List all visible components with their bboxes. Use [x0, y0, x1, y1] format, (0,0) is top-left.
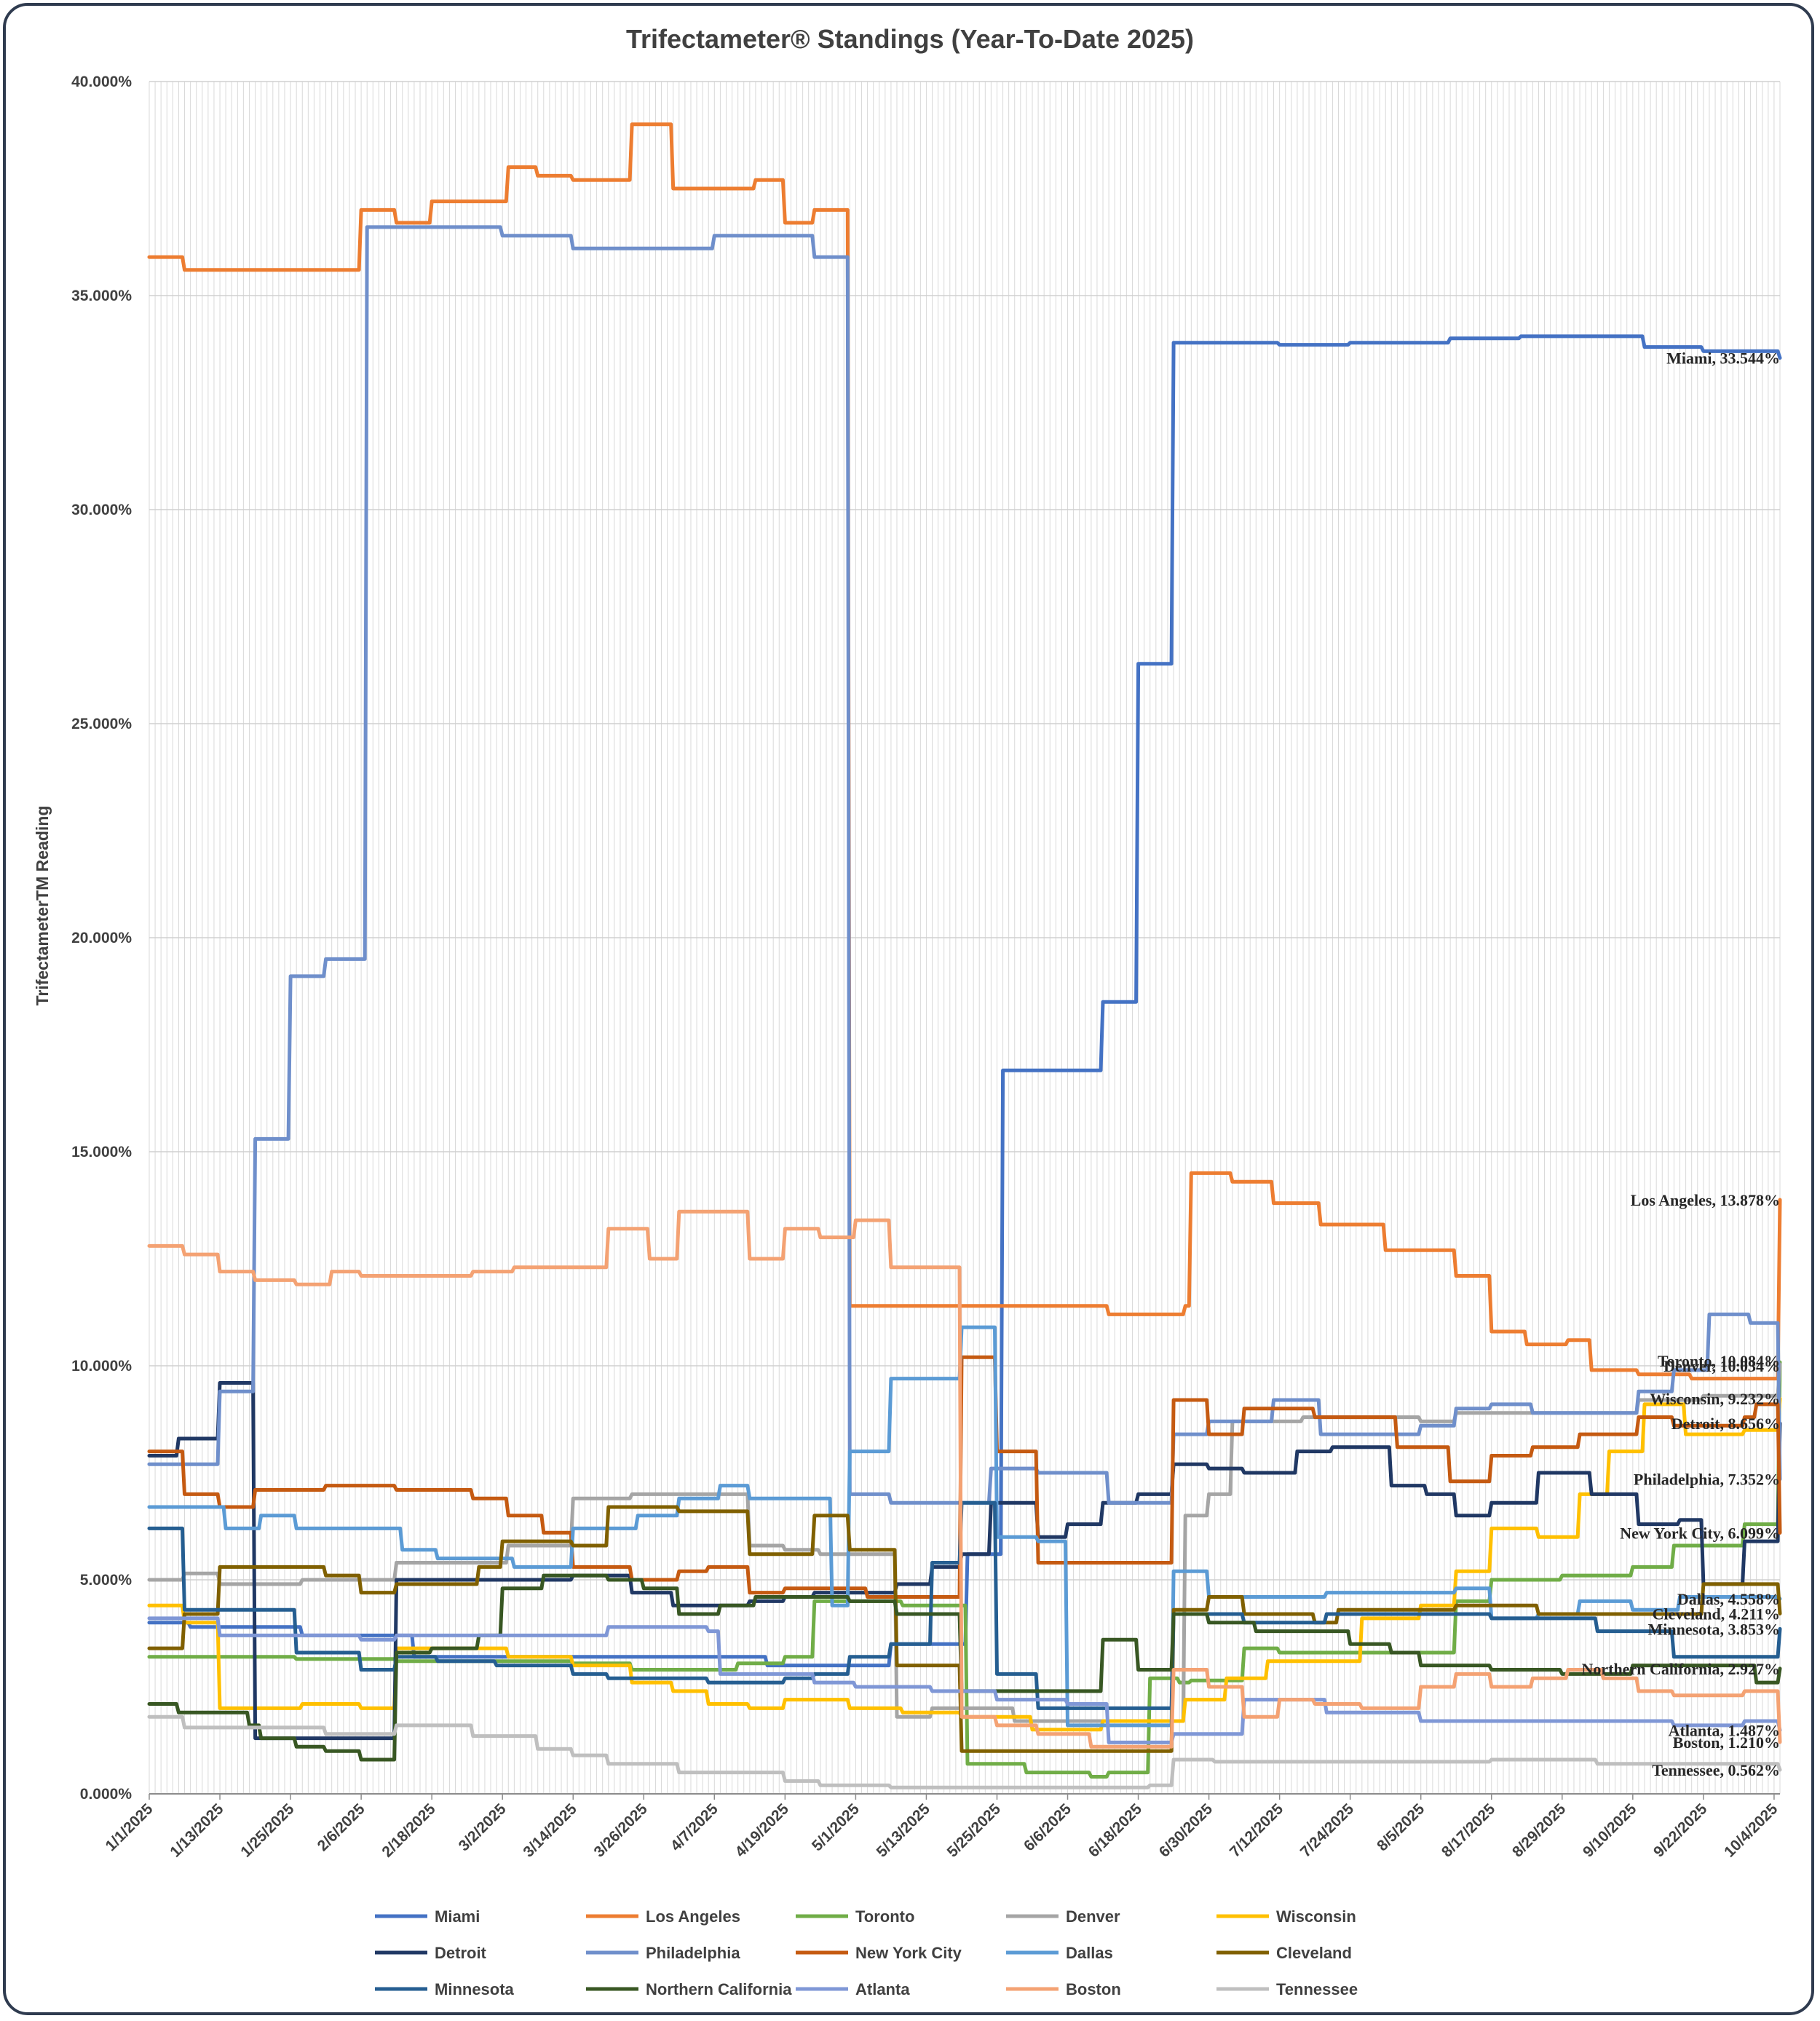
legend-label: Los Angeles	[646, 1907, 740, 1926]
series-line-atlanta	[147, 1616, 1782, 1744]
x-tick-label: 9/10/2025	[1580, 1800, 1640, 1861]
data-label-detroit: Detroit, 8.656%	[1671, 1415, 1780, 1433]
y-tick-label: 10.000%	[71, 1358, 132, 1375]
legend-label: Detroit	[435, 1944, 487, 1962]
x-tick-label: 5/1/2025	[809, 1800, 863, 1854]
x-tick-label: 3/26/2025	[590, 1800, 651, 1861]
x-tick-label: 4/7/2025	[668, 1800, 721, 1854]
y-tick-label: 35.000%	[71, 288, 132, 304]
x-tick-label: 2/6/2025	[314, 1800, 368, 1854]
series-line-tennessee	[147, 1715, 1782, 1789]
data-labels: Miami, 33.544% Los Angeles, 13.878% Toront…	[1581, 349, 1780, 1779]
data-label-minnesota: Minnesota, 3.853%	[1648, 1620, 1781, 1638]
data-label-wisconsin: Wisconsin, 9.232%	[1650, 1390, 1780, 1408]
x-tick-label: 3/2/2025	[456, 1800, 510, 1854]
legend-label: Atlanta	[855, 1980, 910, 1998]
data-label-dallas: Dallas, 4.558%	[1677, 1590, 1780, 1608]
y-tick-label: 20.000%	[71, 930, 132, 946]
legend-item-philadelphia[interactable]: Philadelphia	[586, 1944, 740, 1962]
series-line-philadelphia	[147, 225, 1782, 1505]
legend-item-minnesota[interactable]: Minnesota	[375, 1980, 515, 1998]
legend-label: Denver	[1066, 1907, 1120, 1926]
x-tick-label: 3/14/2025	[520, 1800, 580, 1861]
horizontal-gridlines	[149, 81, 1780, 1795]
legend-label: Minnesota	[435, 1980, 515, 1998]
legend-label: New York City	[855, 1944, 962, 1962]
data-label-northern-california: Northern California, 2.927%	[1581, 1660, 1780, 1678]
legend-label: Miami	[435, 1907, 480, 1926]
series-line-northern-california	[147, 1573, 1782, 1762]
legend-item-wisconsin[interactable]: Wisconsin	[1216, 1907, 1356, 1926]
series-lines	[147, 122, 1782, 1789]
legend-label: Dallas	[1066, 1944, 1113, 1962]
x-tick-label: 1/25/2025	[237, 1800, 298, 1861]
legend-item-denver[interactable]: Denver	[1006, 1907, 1120, 1926]
x-tick-label: 4/19/2025	[732, 1800, 793, 1861]
y-tick-label: 15.000%	[71, 1144, 132, 1160]
legend-item-tennessee[interactable]: Tennessee	[1216, 1980, 1358, 1998]
legend-label: Northern California	[646, 1980, 792, 1998]
x-tick-label: 2/18/2025	[379, 1800, 439, 1861]
y-axis-ticks: 0.000% 5.000% 10.000% 15.000% 20.000% 25.000%…	[71, 74, 132, 1803]
data-label-cleveland: Cleveland, 4.211%	[1653, 1605, 1780, 1623]
chart-title: Trifectameter® Standings (Year-To-Date 2…	[626, 24, 1194, 54]
series-line-miami	[147, 334, 1782, 1668]
x-axis-ticks: 1/1/2025 1/13/2025 1/25/2025 2/6/2025 2/18/2…	[102, 1794, 1781, 1861]
x-tick-label: 1/13/2025	[167, 1800, 227, 1861]
data-label-miami: Miami, 33.544%	[1666, 349, 1780, 368]
y-tick-label: 30.000%	[71, 502, 132, 518]
legend-item-boston[interactable]: Boston	[1006, 1980, 1121, 1998]
legend-label: Wisconsin	[1276, 1907, 1356, 1926]
legend-label: Cleveland	[1276, 1944, 1352, 1962]
series-line-cleveland	[147, 1505, 1782, 1753]
legend-label: Tennessee	[1276, 1980, 1358, 1998]
legend-item-cleveland[interactable]: Cleveland	[1216, 1944, 1352, 1962]
y-tick-label: 0.000%	[80, 1786, 132, 1803]
legend-item-northern-california[interactable]: Northern California	[586, 1980, 792, 1998]
x-tick-label: 6/18/2025	[1085, 1800, 1146, 1861]
data-label-boston: Boston, 1.210%	[1673, 1733, 1780, 1752]
x-tick-label: 7/12/2025	[1227, 1800, 1287, 1861]
legend-label: Philadelphia	[646, 1944, 740, 1962]
x-tick-label: 9/22/2025	[1650, 1800, 1711, 1861]
legend-item-detroit[interactable]: Detroit	[375, 1944, 487, 1962]
x-tick-label: 10/4/2025	[1721, 1800, 1781, 1861]
legend-label: Toronto	[855, 1907, 914, 1926]
series-line-minnesota	[147, 1500, 1782, 1710]
x-tick-label: 7/24/2025	[1297, 1800, 1358, 1861]
legend-label: Boston	[1066, 1980, 1121, 1998]
x-tick-label: 1/1/2025	[102, 1800, 156, 1854]
legend-item-new-york-city[interactable]: New York City	[796, 1944, 962, 1962]
data-label-toronto: Toronto, 10.084%	[1658, 1352, 1780, 1370]
x-tick-label: 8/17/2025	[1439, 1800, 1499, 1861]
legend-item-los-angeles[interactable]: Los Angeles	[586, 1907, 740, 1926]
legend[interactable]: Miami Los Angeles Toronto Denver Wisconsin De…	[375, 1907, 1358, 1998]
series-line-toronto	[147, 1360, 1782, 1779]
x-tick-label: 6/30/2025	[1156, 1800, 1216, 1861]
data-label-tennessee: Tennessee, 0.562%	[1652, 1761, 1780, 1779]
data-label-los-angeles: Los Angeles, 13.878%	[1631, 1191, 1780, 1209]
x-tick-label: 6/6/2025	[1021, 1800, 1075, 1854]
legend-item-atlanta[interactable]: Atlanta	[796, 1980, 910, 1998]
y-tick-label: 40.000%	[71, 74, 132, 90]
y-tick-label: 5.000%	[80, 1572, 132, 1589]
series-line-los-angeles	[147, 122, 1782, 1381]
series-line-new-york-city	[147, 1355, 1782, 1599]
y-axis-label: TrifectameterTM Reading	[33, 806, 52, 1006]
data-label-atlanta: Atlanta, 1.487%	[1669, 1722, 1780, 1740]
legend-item-toronto[interactable]: Toronto	[796, 1907, 914, 1926]
x-tick-label: 8/29/2025	[1509, 1800, 1570, 1861]
legend-item-dallas[interactable]: Dallas	[1006, 1944, 1113, 1962]
y-tick-label: 25.000%	[71, 716, 132, 732]
x-tick-label: 5/25/2025	[944, 1800, 1005, 1861]
series-line-boston	[147, 1209, 1782, 1749]
series-line-detroit	[147, 1381, 1782, 1741]
data-label-denver: Denver, 10.034%	[1663, 1357, 1780, 1375]
x-tick-label: 8/5/2025	[1374, 1800, 1428, 1854]
legend-item-miami[interactable]: Miami	[375, 1907, 480, 1926]
x-tick-label: 5/13/2025	[874, 1800, 934, 1861]
data-label-new-york-city: New York City, 6.099%	[1620, 1524, 1780, 1542]
data-label-philadelphia: Philadelphia, 7.352%	[1634, 1471, 1780, 1489]
